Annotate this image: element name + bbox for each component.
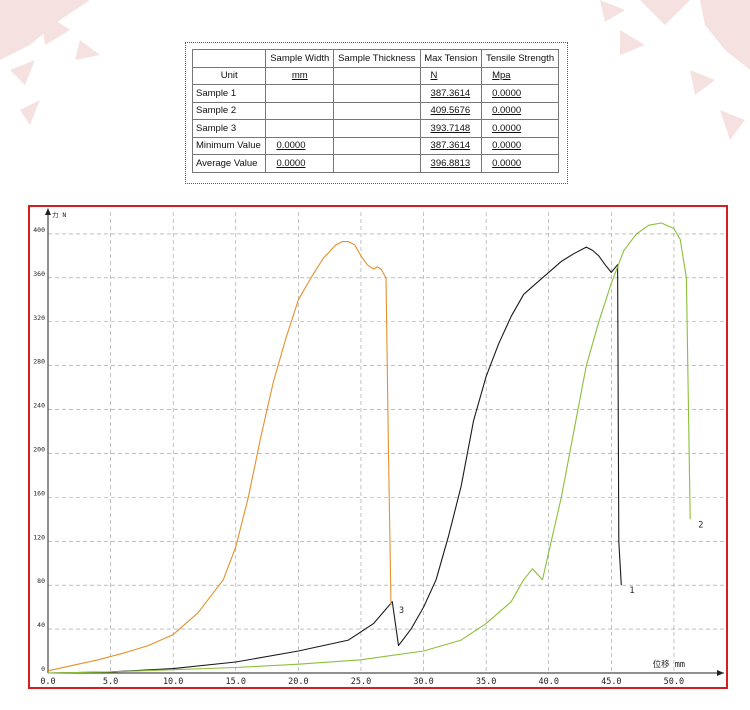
y-tick-label: 400 [33,226,45,234]
table-header-cell: Sample Width [265,49,335,68]
y-tick-label: 240 [33,402,45,410]
y-tick-label: 200 [33,445,45,453]
x-axis-label: 位移 mm [653,659,685,670]
series-line-1 [47,246,622,674]
table-header-cell: Sample Thickness [333,49,421,68]
series-label-3: 3 [399,606,404,616]
series-label-2: 2 [698,520,703,530]
series-label-1: 1 [629,586,634,596]
table-cell: 393.7148 [419,119,483,138]
x-tick-label: 50.0 [664,677,684,687]
table-cell: Mpa [481,66,559,85]
y-tick-label: 120 [33,533,45,541]
table-cell: 0.0000 [265,154,335,173]
series-line-3 [47,241,392,672]
results-table: Sample Width Sample Thickness Max Tensio… [191,49,559,173]
y-axis-label: 力 N [52,210,66,219]
x-tick-label: 25.0 [351,677,371,687]
table-cell: 396.8813 [419,154,483,173]
table-unit-row: Unit mm N Mpa [191,66,559,85]
y-tick-label: 280 [33,358,45,366]
chart-frame: 0.0 5.0 10.0 15.0 20.0 25.0 30.0 35.0 40.0 45.0 50… [28,205,728,689]
table-cell: Minimum Value [191,136,267,155]
table-cell: Unit [191,66,267,85]
table-header-row: Sample Width Sample Thickness Max Tensio… [191,49,559,68]
table-row: Sample 3 393.7148 0.0000 [191,119,559,138]
table-cell: 387.3614 [419,84,483,103]
x-tick-label: 0.0 [40,677,55,687]
table-row: Sample 2 409.5676 0.0000 [191,101,559,120]
series-line-2 [47,222,691,674]
table-cell: 409.5676 [419,101,483,120]
table-cell: mm [265,66,335,85]
results-table-frame: Sample Width Sample Thickness Max Tensio… [185,42,568,184]
table-cell [333,66,421,85]
table-cell [333,119,421,138]
x-tick-label: 15.0 [226,677,246,687]
table-cell [333,154,421,173]
table-cell: Sample 3 [191,119,267,138]
table-row: Average Value 0.0000 396.8813 0.0000 [191,154,559,173]
table-row: Minimum Value 0.0000 387.3614 0.0000 [191,136,559,155]
table-cell [333,101,421,120]
table-cell [265,84,335,103]
table-cell: 0.0000 [481,84,559,103]
table-row: Sample 1 387.3614 0.0000 [191,84,559,103]
y-tick-label: 40 [37,621,45,629]
table-header-cell [191,49,267,68]
table-cell: 0.0000 [481,101,559,120]
x-axis-arrow [717,670,724,676]
x-tick-label: 35.0 [476,677,496,687]
x-tick-label: 20.0 [288,677,308,687]
table-header-cell: Tensile Strength [481,49,559,68]
y-tick-label: 320 [33,314,45,322]
y-tick-label: 80 [37,577,45,585]
x-tick-label: 45.0 [601,677,621,687]
table-cell [333,84,421,103]
x-tick-label: 10.0 [163,677,183,687]
x-tick-label: 5.0 [103,677,118,687]
table-cell [265,119,335,138]
x-tick-label: 40.0 [538,677,558,687]
table-cell [333,136,421,155]
table-cell: 0.0000 [481,154,559,173]
table-cell: 0.0000 [265,136,335,155]
table-cell: Sample 2 [191,101,267,120]
y-tick-label: 160 [33,489,45,497]
table-cell: Sample 1 [191,84,267,103]
table-cell: 0.0000 [481,136,559,155]
force-displacement-chart: 0.0 5.0 10.0 15.0 20.0 25.0 30.0 35.0 40.0 45.0 50… [33,208,724,687]
table-cell: Average Value [191,154,267,173]
y-axis-arrow [45,208,51,215]
y-tick-label: 360 [33,270,45,278]
table-cell: 0.0000 [481,119,559,138]
table-cell: N [419,66,483,85]
y-tick-label: 0 [41,665,45,673]
table-cell [265,101,335,120]
table-cell: 387.3614 [419,136,483,155]
x-tick-label: 30.0 [413,677,433,687]
table-header-cell: Max Tension [419,49,483,68]
